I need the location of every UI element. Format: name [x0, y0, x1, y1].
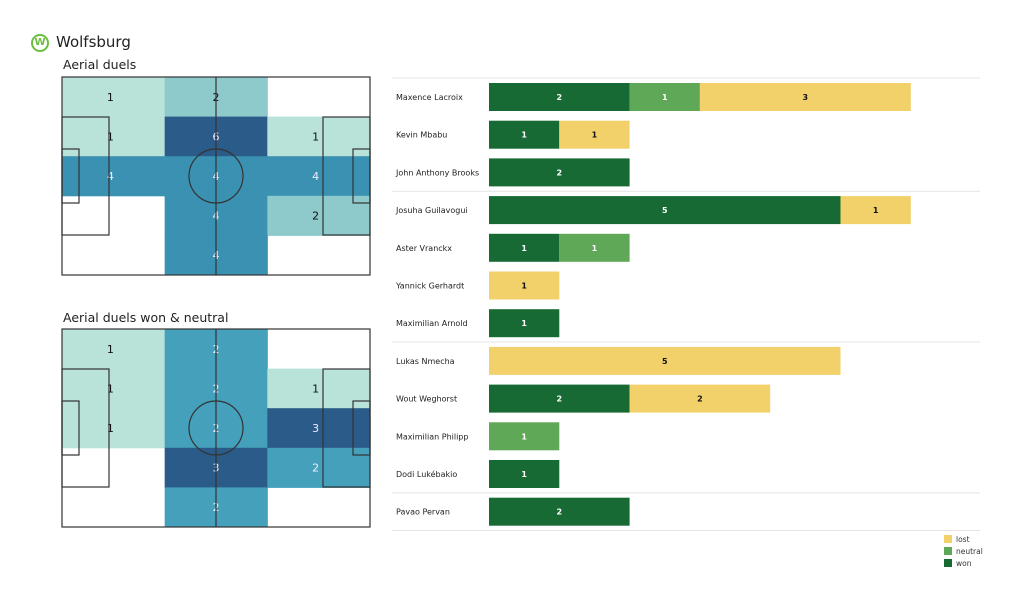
- bar-value-won: 2: [557, 168, 563, 177]
- legend-swatch-neutral: [944, 547, 952, 555]
- bar-value-won: 1: [521, 470, 527, 479]
- center-circle: [188, 148, 244, 204]
- team-title: Wolfsburg: [56, 33, 131, 51]
- player-label: Dodi Lukébakio: [396, 469, 457, 479]
- bar-neutral: [489, 422, 560, 451]
- heatmap-value: 3: [312, 422, 319, 435]
- legend-swatch-lost: [944, 535, 952, 543]
- player-label: Maxence Lacroix: [396, 93, 463, 102]
- heatmap-value: 4: [312, 170, 319, 183]
- wolfsburg-logo: W: [31, 34, 49, 52]
- bar-won: [489, 83, 630, 111]
- heatmap-value: 2: [312, 210, 319, 223]
- right-six-yard-box: [352, 400, 371, 456]
- heatmap-value: 1: [107, 91, 114, 104]
- bar-value-neutral: 1: [662, 93, 668, 102]
- right-six-yard-box: [352, 148, 371, 204]
- player-label: Lukas Nmecha: [396, 357, 455, 366]
- heatmap-value: 1: [107, 130, 114, 143]
- legend-label-lost: lost: [956, 535, 970, 544]
- player-label: Kevin Mbabu: [396, 131, 447, 140]
- player-label: Wout Weghorst: [396, 395, 457, 404]
- bar-value-won: 2: [557, 93, 563, 102]
- bar-neutral: [559, 233, 630, 262]
- heatmap-value: 1: [107, 422, 114, 435]
- heatmap-value: 1: [107, 343, 114, 356]
- bar-value-won: 2: [557, 395, 563, 404]
- heatmap-value: 2: [312, 462, 319, 475]
- heatmap-value: 1: [107, 382, 114, 395]
- bar-lost: [629, 384, 771, 413]
- player-label: Yannick Gerhardt: [395, 282, 464, 291]
- player-label: Maximilian Philipp: [396, 432, 468, 441]
- bar-lost: [559, 120, 630, 149]
- player-label: Josuha Guilavogui: [395, 206, 468, 215]
- left-six-yard-box: [61, 400, 80, 456]
- bar-value-neutral: 1: [592, 244, 598, 253]
- legend-label-neutral: neutral: [956, 547, 983, 556]
- heatmap-won-neutral: 1 21 2 11 2 33 22: [61, 328, 371, 528]
- bar-value-lost: 5: [662, 357, 668, 366]
- bar-lost: [489, 346, 841, 375]
- bar-value-won: 1: [521, 131, 527, 140]
- heatmap-title-aerial-duels: Aerial duels: [63, 57, 137, 72]
- player-label: Aster Vranckx: [396, 244, 452, 253]
- bar-lost: [840, 196, 911, 225]
- bar-value-lost: 3: [803, 93, 809, 102]
- bar-won: [489, 158, 630, 187]
- bar-value-lost: 2: [697, 395, 703, 404]
- bar-value-won: 5: [662, 206, 668, 215]
- player-label: Maximilian Arnold: [396, 319, 468, 328]
- bar-won: [489, 497, 630, 526]
- heatmap-aerial-duels: 1 21 6 14 4 44 24: [61, 76, 371, 276]
- bar-won: [489, 196, 841, 225]
- bar-won: [489, 120, 560, 149]
- bar-lost: [489, 271, 560, 300]
- bar-value-lost: 1: [521, 282, 527, 291]
- left-six-yard-box: [61, 148, 80, 204]
- bar-neutral: [629, 83, 700, 111]
- heatmap-value: 4: [107, 170, 114, 183]
- bar-lost: [699, 83, 911, 111]
- bar-value-lost: 1: [592, 131, 598, 140]
- heatmap-value: 1: [312, 130, 319, 143]
- legend-swatch-won: [944, 559, 952, 567]
- heatmap-title-won-neutral: Aerial duels won & neutral: [63, 310, 229, 325]
- center-circle: [188, 400, 244, 456]
- player-label: Pavao Pervan: [396, 508, 450, 517]
- heatmap-value: 1: [312, 382, 319, 395]
- player-label: John Anthony Brooks: [395, 168, 479, 177]
- bar-value-won: 1: [521, 319, 527, 328]
- heatmap-cell: [62, 329, 166, 370]
- bar-won: [489, 460, 560, 488]
- bar-value-won: 1: [521, 244, 527, 253]
- bar-value-neutral: 1: [521, 432, 527, 441]
- heatmap-cell: [62, 77, 166, 118]
- bar-won: [489, 384, 630, 413]
- bar-value-lost: 1: [873, 206, 879, 215]
- bar-value-won: 2: [557, 508, 563, 517]
- bar-won: [489, 233, 560, 262]
- bar-won: [489, 309, 560, 338]
- legend-label-won: won: [956, 559, 972, 568]
